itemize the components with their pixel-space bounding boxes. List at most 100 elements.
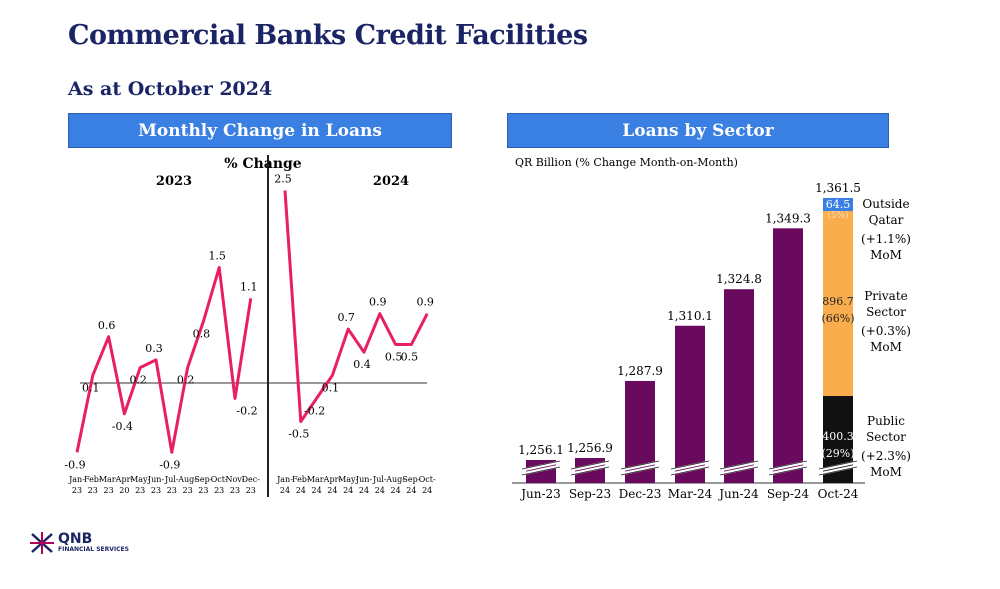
x-tick-label: Mar-24 xyxy=(668,487,713,501)
bar-value-label: 1,324.8 xyxy=(716,272,762,286)
x-tick-label: 24 xyxy=(359,486,369,495)
x-tick-label: 24 xyxy=(422,486,432,495)
x-tick-label: Apr- xyxy=(323,475,342,484)
x-tick-label: Sep-23 xyxy=(569,487,611,501)
data-label: -0.2 xyxy=(304,404,325,417)
segment-legend-label: MoM xyxy=(870,248,902,262)
x-tick-label: May- xyxy=(338,475,358,484)
x-tick-label: Mar- xyxy=(99,475,119,484)
segment-legend-label: MoM xyxy=(870,465,902,479)
x-tick-label: Mar- xyxy=(307,475,327,484)
x-tick-label: 24 xyxy=(312,486,322,495)
axis-break-line xyxy=(818,460,858,476)
data-label: 0.5 xyxy=(401,351,419,364)
x-tick-label: Oct-24 xyxy=(818,487,859,501)
x-tick-label: 23 xyxy=(183,486,193,495)
axis-break xyxy=(768,460,808,476)
year-label: 2024 xyxy=(373,174,409,189)
segment-share: (5%) xyxy=(827,210,848,221)
axis-break xyxy=(521,460,561,476)
bar-value-label: 1,349.3 xyxy=(765,211,811,225)
x-tick-label: 24 xyxy=(391,486,401,495)
axis-break-line xyxy=(768,460,808,476)
x-tick-label: Apr- xyxy=(115,475,134,484)
data-label: 0.8 xyxy=(193,327,211,340)
bar-value-label: 1,310.1 xyxy=(667,309,713,323)
data-label: -0.2 xyxy=(236,404,257,417)
axis-break-line xyxy=(670,460,710,476)
x-tick-label: Jul- xyxy=(164,475,179,484)
x-tick-label: Dec-23 xyxy=(619,487,662,501)
segment-share: (66%) xyxy=(821,312,854,325)
x-tick-label: 23 xyxy=(88,486,98,495)
x-tick-label: Feb- xyxy=(292,475,310,484)
x-tick-label: Jul- xyxy=(372,475,387,484)
x-tick-label: Aug- xyxy=(385,475,405,484)
segment-legend-label: Public xyxy=(867,414,905,428)
x-tick-label: 23 xyxy=(151,486,161,495)
data-label: -0.4 xyxy=(112,420,133,433)
x-tick-label: 24 xyxy=(343,486,353,495)
stack-segment xyxy=(823,211,853,396)
year-label: 2023 xyxy=(156,174,192,189)
x-tick-label: 24 xyxy=(375,486,385,495)
x-tick-label: Jun-24 xyxy=(717,487,759,501)
x-tick-label: Sep- xyxy=(194,475,212,484)
segment-legend-label: Sector xyxy=(866,430,906,444)
axis-break-line xyxy=(521,460,561,476)
axis-break-line xyxy=(620,460,660,476)
segment-share: (29%) xyxy=(821,447,854,460)
data-label: -0.9 xyxy=(64,458,85,471)
data-label: 0.1 xyxy=(82,381,100,394)
segment-legend-label: MoM xyxy=(870,340,902,354)
bar-value-label: 1,287.9 xyxy=(617,364,663,378)
x-tick-label: May- xyxy=(130,475,150,484)
x-tick-label: 20 xyxy=(119,486,129,495)
segment-legend-label: (+2.3%) xyxy=(861,449,911,463)
axis-break xyxy=(570,460,610,476)
data-label: 2.5 xyxy=(274,173,292,186)
bar xyxy=(724,289,754,483)
axis-break xyxy=(719,460,759,476)
segment-value: 64.5 xyxy=(826,198,851,211)
axis-break-line xyxy=(570,460,610,476)
data-label: 0.9 xyxy=(369,296,387,309)
logo-name: QNB xyxy=(58,531,93,547)
data-label: 0.9 xyxy=(416,296,434,309)
bar-value-label: 1,361.5 xyxy=(815,181,861,195)
x-tick-label: Jan- xyxy=(68,475,85,484)
qnb-logo: QNB FINANCIAL SERVICES xyxy=(30,532,129,554)
logo-tagline: FINANCIAL SERVICES xyxy=(58,546,129,553)
data-label: -0.9 xyxy=(159,458,180,471)
segment-legend-label: Sector xyxy=(866,305,906,319)
segment-legend-label: Outside xyxy=(862,197,909,211)
segment-value: 400.3 xyxy=(822,430,854,443)
bar-value-label: 1,256.1 xyxy=(518,443,564,457)
x-tick-label: 24 xyxy=(280,486,290,495)
x-tick-label: 23 xyxy=(230,486,240,495)
x-tick-label: Jun-23 xyxy=(519,487,561,501)
chart-subtitle: QR Billion (% Change Month-on-Month) xyxy=(515,156,738,169)
x-tick-label: 23 xyxy=(135,486,145,495)
x-tick-label: Feb- xyxy=(84,475,102,484)
data-label: -0.5 xyxy=(288,428,309,441)
x-tick-label: Sep- xyxy=(402,475,420,484)
x-tick-label: 23 xyxy=(246,486,256,495)
data-label: 0.3 xyxy=(145,342,163,355)
page-subtitle: As at October 2024 xyxy=(68,78,273,100)
axis-break xyxy=(818,460,858,476)
x-tick-label: 23 xyxy=(104,486,114,495)
bar xyxy=(675,325,705,483)
segment-value: 896.7 xyxy=(822,295,854,308)
chart-title: % Change xyxy=(224,156,302,172)
data-label: 1.1 xyxy=(240,280,258,293)
x-tick-label: 23 xyxy=(214,486,224,495)
data-label: 0.7 xyxy=(337,311,355,324)
axis-break-line xyxy=(719,460,759,476)
segment-legend-label: Qatar xyxy=(869,213,904,227)
x-tick-label: 24 xyxy=(296,486,306,495)
data-label: 1.5 xyxy=(208,250,226,263)
x-tick-label: Dec- xyxy=(242,475,261,484)
